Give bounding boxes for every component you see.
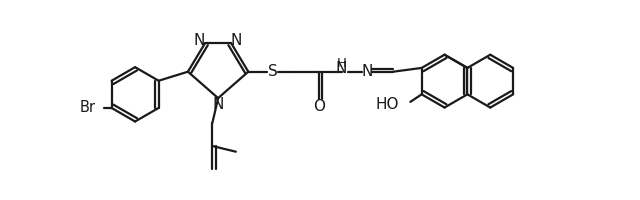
Text: N: N — [194, 33, 205, 48]
Text: O: O — [313, 99, 325, 114]
Text: S: S — [268, 64, 278, 79]
Text: Br: Br — [80, 100, 96, 115]
Text: HO: HO — [376, 97, 399, 112]
Text: N: N — [212, 97, 224, 112]
Text: N: N — [336, 61, 347, 76]
Text: N: N — [231, 33, 243, 48]
Text: H: H — [337, 57, 346, 70]
Text: N: N — [361, 64, 372, 79]
